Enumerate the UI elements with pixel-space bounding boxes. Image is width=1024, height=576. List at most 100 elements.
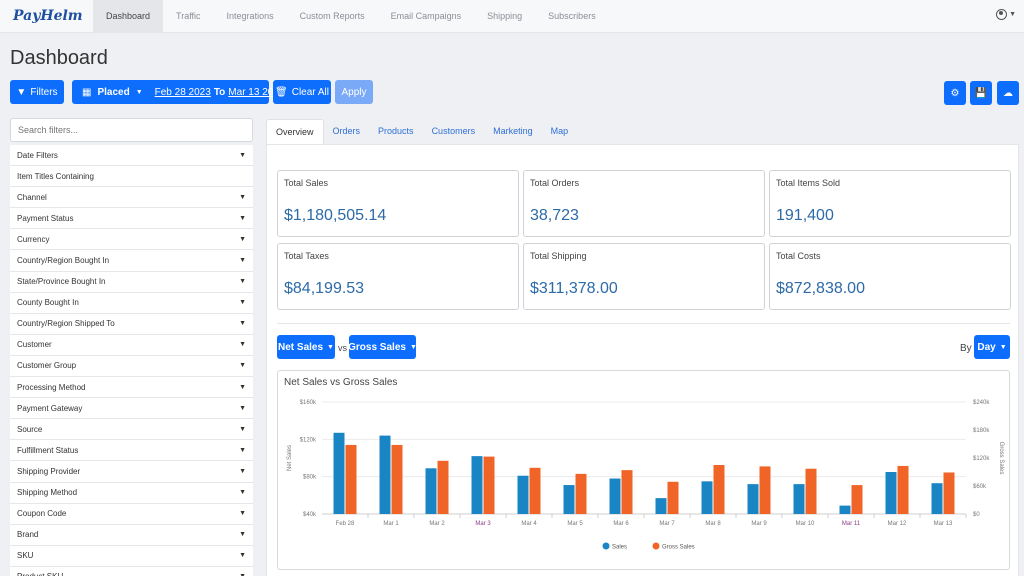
nav-traffic[interactable]: Traffic xyxy=(176,10,201,21)
bar-sales xyxy=(931,483,943,514)
stat-label: Total Orders xyxy=(530,178,580,188)
bar-sales xyxy=(609,478,621,514)
gear-icon: ⚙ xyxy=(950,87,960,99)
bar-gross-sales xyxy=(805,468,817,514)
bar-gross-sales xyxy=(897,465,909,514)
filters-sidebar: Date Filters ▼ Item Titles Containing Chann… xyxy=(10,118,253,576)
nav-shipping[interactable]: Shipping xyxy=(487,10,523,21)
filters-button[interactable]: ▼ Filters xyxy=(10,80,64,104)
search-filters-input[interactable] xyxy=(10,118,253,142)
chevron-down-icon: ▼ xyxy=(327,343,334,351)
chevron-down-icon: ▼ xyxy=(239,404,246,412)
filter-shipping-method[interactable]: Shipping Method ▼ xyxy=(10,483,253,504)
settings-button[interactable]: ⚙ xyxy=(944,81,966,105)
tab-marketing[interactable]: Marketing xyxy=(493,126,533,136)
filter-fulfillment-status[interactable]: Fulfillment Status ▼ xyxy=(10,440,253,462)
net-sales-dropdown[interactable]: Net Sales ▼ xyxy=(277,335,335,359)
chevron-down-icon: ▼ xyxy=(239,257,246,265)
period-dropdown[interactable]: Day ▼ xyxy=(974,335,1010,359)
y-tick-right: $0 xyxy=(973,512,980,518)
user-menu[interactable]: ▼ xyxy=(996,9,1016,20)
apply-button[interactable]: Apply xyxy=(335,80,373,104)
filter-label: Payment Gateway xyxy=(17,403,83,413)
tab-customers[interactable]: Customers xyxy=(431,126,476,136)
x-tick-label: Mar 11 xyxy=(842,521,861,527)
filter-processing-method[interactable]: Processing Method ▼ xyxy=(10,377,253,399)
chart-svg: $160k $120k $80k $40k $240k $180k $120k $60k $0 N… xyxy=(287,400,1004,551)
bar-sales xyxy=(425,468,437,514)
bar-sales xyxy=(517,475,529,514)
filter-product-sku[interactable]: Product SKU ▼ xyxy=(10,567,253,576)
bar-gross-sales xyxy=(713,465,725,514)
filter-label: SKU xyxy=(17,551,34,561)
filter-brand[interactable]: Brand ▼ xyxy=(10,525,253,546)
floppy-disk-icon: 💾 xyxy=(974,87,988,99)
main-nav: Dashboard Traffic Integrations Custom Repor… xyxy=(93,0,609,33)
download-button[interactable]: ☁ xyxy=(997,81,1019,105)
x-tick-label: Mar 5 xyxy=(567,521,583,527)
nav-integrations[interactable]: Integrations xyxy=(226,10,274,21)
chevron-down-icon: ▼ xyxy=(1009,11,1016,18)
date-to[interactable]: Mar 13 2023 xyxy=(228,86,285,98)
nav-email-campaigns[interactable]: Email Campaigns xyxy=(390,10,462,21)
nav-custom-reports[interactable]: Custom Reports xyxy=(299,10,365,21)
gross-sales-dropdown[interactable]: Gross Sales ▼ xyxy=(348,335,417,359)
stat-value: $872,838.00 xyxy=(776,280,865,297)
filter-label: County Bought In xyxy=(17,298,79,308)
filter-item-titles-containing[interactable]: Item Titles Containing xyxy=(10,166,253,188)
x-tick-label: Feb 28 xyxy=(336,521,355,527)
filter-shipping-provider[interactable]: Shipping Provider ▼ xyxy=(10,461,253,483)
filter-customer-group[interactable]: Customer Group ▼ xyxy=(10,356,253,378)
x-tick-label: Mar 8 xyxy=(705,521,721,527)
tab-products[interactable]: Products xyxy=(378,126,414,136)
stat-card-total-sales: Total Sales $1,180,505.14 xyxy=(277,170,519,237)
chevron-down-icon: ▼ xyxy=(239,467,246,475)
filter-channel[interactable]: Channel ▼ xyxy=(10,187,253,209)
top-navbar: PayHelm Dashboard Traffic Integrations Cust… xyxy=(0,0,1024,33)
filter-payment-gateway[interactable]: Payment Gateway ▼ xyxy=(10,398,253,420)
bar-gross-sales xyxy=(437,460,449,514)
filter-county-bought-in[interactable]: County Bought In ▼ xyxy=(10,293,253,314)
save-button[interactable]: 💾 xyxy=(970,81,992,105)
filter-state-province-bought-in[interactable]: State/Province Bought In ▼ xyxy=(10,272,253,293)
filter-label: Shipping Method xyxy=(17,488,78,498)
by-label: By xyxy=(960,343,972,354)
filter-currency[interactable]: Currency ▼ xyxy=(10,229,253,251)
filter-payment-status[interactable]: Payment Status ▼ xyxy=(10,208,253,230)
tab-orders[interactable]: Orders xyxy=(332,126,361,136)
tab-map[interactable]: Map xyxy=(550,126,569,136)
nav-subscribers[interactable]: Subscribers xyxy=(548,10,596,21)
filter-label: Customer Group xyxy=(17,361,77,371)
filter-country-region-bought-in[interactable]: Country/Region Bought In ▼ xyxy=(10,250,253,272)
filter-coupon-code[interactable]: Coupon Code ▼ xyxy=(10,504,253,525)
bar-sales xyxy=(655,498,667,514)
filter-country-region-shipped-to[interactable]: Country/Region Shipped To ▼ xyxy=(10,314,253,335)
filter-date-filters[interactable]: Date Filters ▼ xyxy=(10,145,253,167)
y-tick-right: $60k xyxy=(973,484,987,490)
date-from[interactable]: Feb 28 2023 xyxy=(154,86,211,98)
vs-label: vs xyxy=(338,343,347,353)
tab-overview[interactable]: Overview xyxy=(266,119,324,145)
filter-customer[interactable]: Customer ▼ xyxy=(10,335,253,356)
stat-value: $84,199.53 xyxy=(284,280,365,297)
filter-source[interactable]: Source ▼ xyxy=(10,419,253,441)
chevron-down-icon: ▼ xyxy=(239,552,246,560)
date-range-button[interactable]: ▦ Placed ▼ Feb 28 2023 To Mar 13 2023 ▼ xyxy=(72,80,300,104)
page-title: Dashboard xyxy=(10,47,108,69)
stat-card-total-taxes: Total Taxes $84,199.53 xyxy=(277,243,519,310)
bar-gross-sales xyxy=(529,467,541,514)
bar-gross-sales xyxy=(943,472,955,514)
nav-dashboard[interactable]: Dashboard xyxy=(93,0,164,33)
clear-all-button[interactable]: 🗑 Clear All xyxy=(273,80,331,104)
x-tick-label: Mar 13 xyxy=(934,521,953,527)
filter-label: Date Filters xyxy=(17,150,58,160)
chevron-down-icon: ▼ xyxy=(239,278,246,286)
y-axis-label-right: Gross Sales xyxy=(998,442,1004,475)
brand-logo[interactable]: PayHelm xyxy=(13,8,83,24)
filter-label: Country/Region Bought In xyxy=(17,256,110,266)
filter-sku[interactable]: SKU ▼ xyxy=(10,546,253,567)
x-tick-label: Mar 7 xyxy=(659,521,675,527)
report-tabs: Overview Orders Products Customers Marketing… xyxy=(266,119,577,145)
bar-gross-sales xyxy=(621,470,633,514)
filter-label: Product SKU xyxy=(17,572,63,576)
